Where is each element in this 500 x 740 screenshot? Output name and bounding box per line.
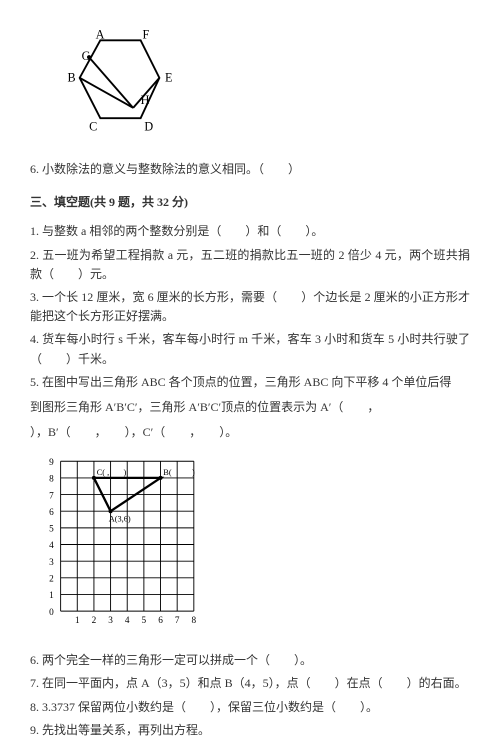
- svg-text:0: 0: [49, 608, 54, 618]
- svg-text:9: 9: [49, 458, 54, 468]
- svg-text:): ): [192, 468, 195, 477]
- fill-q8: 8. 3.3737 保留两位小数约是（ ），保留三位小数约是（ ）。: [30, 698, 470, 717]
- fill-q5-labels: ），B′（ ， ），C′（ ， ）。: [30, 423, 470, 442]
- svg-text:6: 6: [158, 616, 163, 626]
- fill-q1: 1. 与整数 a 相邻的两个整数分别是（ ）和（ ）。: [30, 222, 470, 241]
- svg-text:F: F: [143, 27, 150, 41]
- fill-q4: 4. 货车每小时行 s 千米，客车每小时行 m 千米，客车 3 小时和货车 5 …: [30, 330, 470, 368]
- fill-q6: 6. 两个完全一样的三角形一定可以拼成一个（ ）。: [30, 651, 470, 670]
- svg-text:2: 2: [92, 616, 97, 626]
- svg-text:7: 7: [49, 492, 54, 502]
- svg-text:C( ,: C( ,: [97, 468, 109, 477]
- svg-text:A: A: [96, 27, 105, 41]
- svg-text:B(: B(: [163, 468, 172, 477]
- svg-text:D: D: [144, 119, 153, 133]
- svg-text:4: 4: [125, 616, 130, 626]
- svg-text:5: 5: [49, 525, 54, 535]
- svg-text:7: 7: [175, 616, 180, 626]
- svg-text:8: 8: [49, 475, 54, 485]
- fill-q5: 5. 在图中写出三角形 ABC 各个顶点的位置，三角形 ABC 向下平移 4 个…: [30, 373, 470, 392]
- svg-text:2: 2: [49, 575, 54, 585]
- svg-text:6: 6: [49, 508, 54, 518]
- coordinate-grid-figure: 9 8 7 6 5 4 3 2 1 0 1 2 3 4 5 6 7 8 A(3,6) C( , ) B( ): [40, 452, 220, 637]
- svg-text:8: 8: [192, 616, 197, 626]
- fill-q3: 3. 一个长 12 厘米，宽 6 厘米的长方形，需要（ ）个边长是 2 厘米的小…: [30, 288, 470, 326]
- svg-text:5: 5: [142, 616, 147, 626]
- svg-text:3: 3: [108, 616, 113, 626]
- fill-q9: 9. 先找出等量关系，再列出方程。: [30, 721, 470, 740]
- hexagon-figure: A F GB E H C D: [30, 18, 180, 148]
- svg-text:1: 1: [75, 616, 80, 626]
- svg-text:G: G: [82, 49, 91, 63]
- svg-text:4: 4: [49, 541, 54, 551]
- fill-q7: 7. 在同一平面内，点 A（3，5）和点 B（4，5），点（ ）在点（ ）的右面…: [30, 674, 470, 693]
- fill-q2: 2. 五一班为希望工程捐款 a 元，五二班的捐款比五一班的 2 倍少 4 元，两…: [30, 246, 470, 284]
- svg-text:A(3,6): A(3,6): [109, 515, 131, 524]
- svg-text:3: 3: [49, 558, 54, 568]
- question-6-tf: 6. 小数除法的意义与整数除法的意义相同。（ ）: [30, 160, 470, 179]
- svg-text:B: B: [68, 71, 76, 85]
- fill-q5-cont: 到图形三角形 A′B′C′，三角形 A′B′C′顶点的位置表示为 A′（ ，: [30, 398, 470, 417]
- svg-text:): ): [124, 468, 127, 477]
- section-3-title: 三、填空题(共 9 题，共 32 分): [30, 193, 470, 212]
- svg-text:1: 1: [49, 591, 54, 601]
- svg-text:C: C: [89, 119, 97, 133]
- svg-text:E: E: [165, 71, 172, 85]
- svg-text:H: H: [141, 93, 150, 107]
